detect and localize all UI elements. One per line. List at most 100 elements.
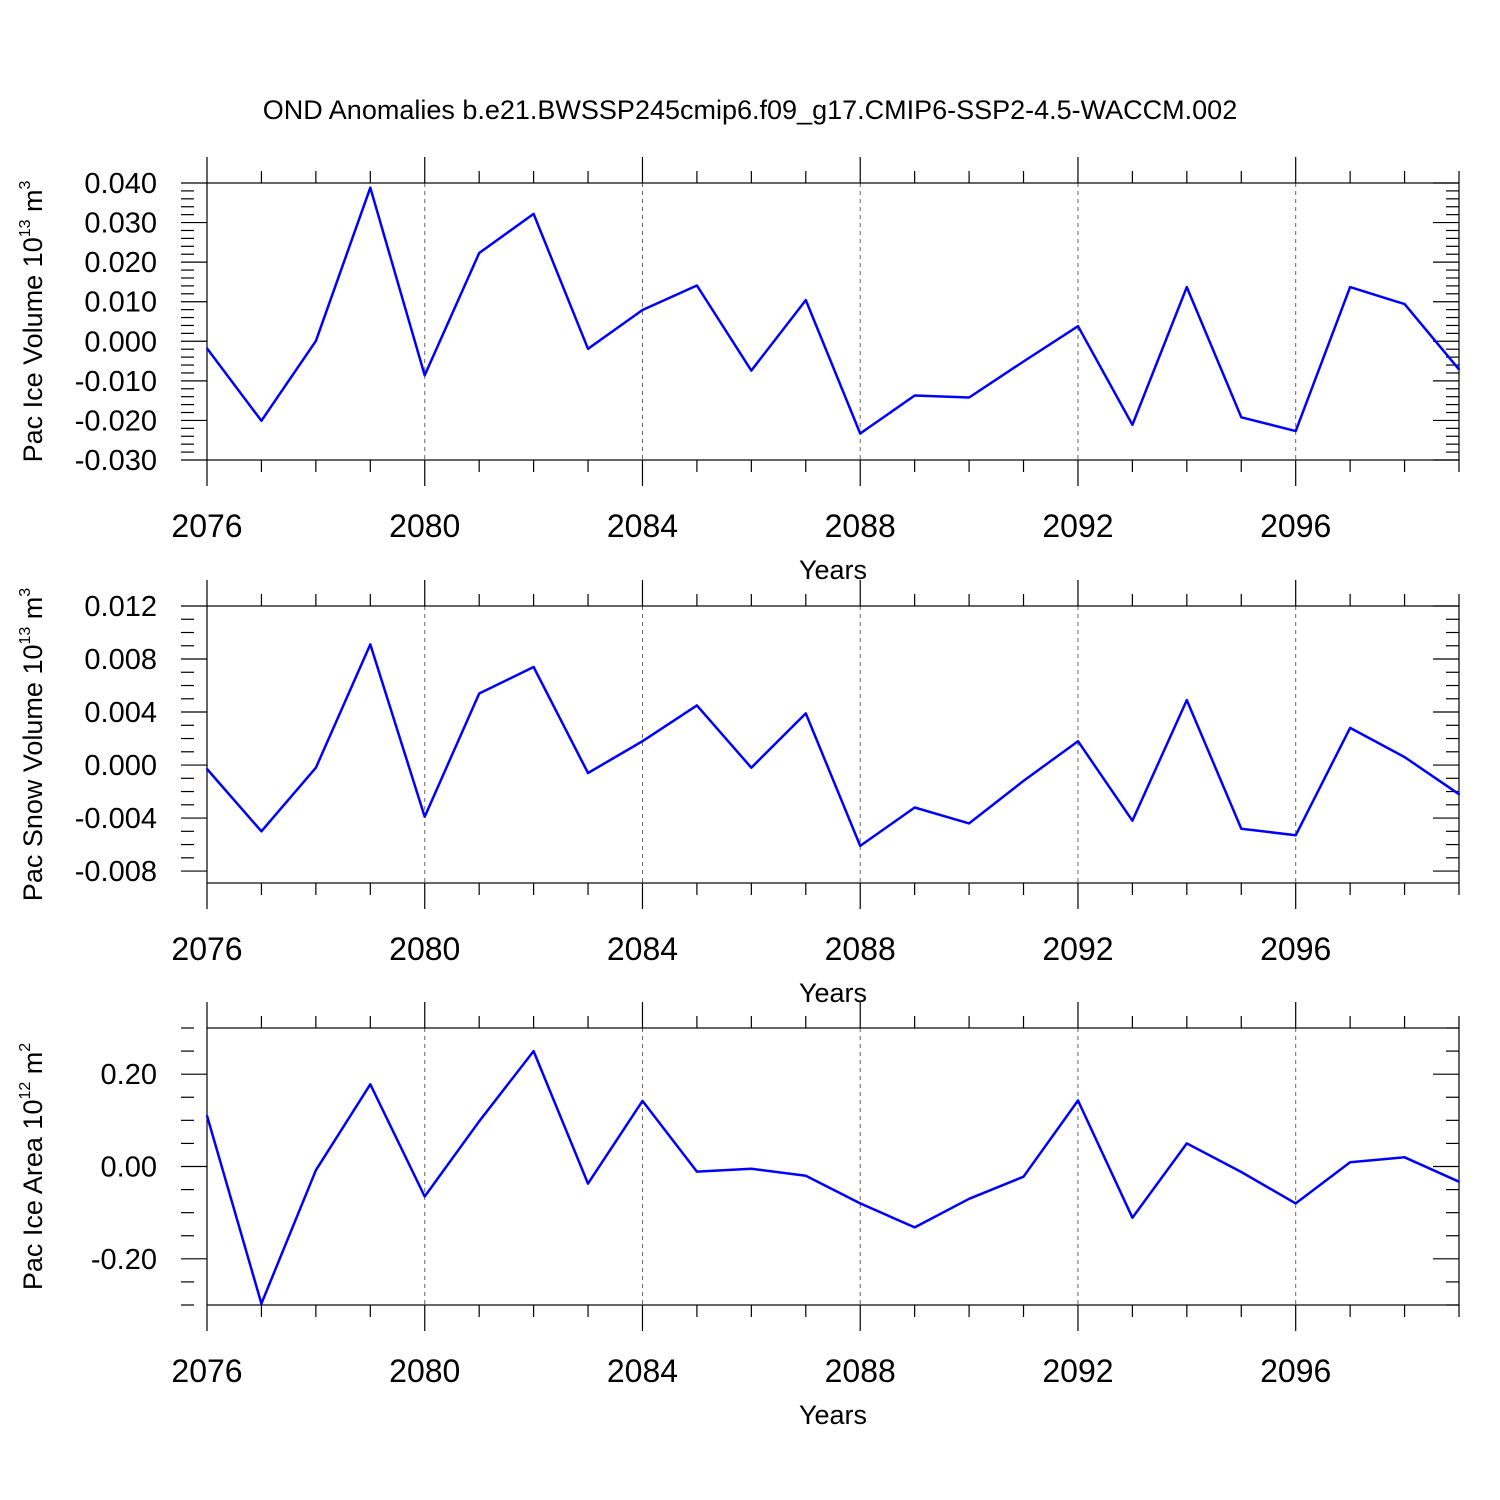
- ice-volume-y-axis-label-part: 3: [17, 180, 34, 189]
- ice-area-data-point: [1076, 1099, 1079, 1102]
- snow-volume-y-axis-label-part: Pac Snow Volume 10: [18, 645, 48, 902]
- ice-volume-ytick-label: 0.040: [84, 168, 157, 200]
- ice-area-data-point: [423, 1195, 426, 1198]
- ice-volume-data-point: [1294, 430, 1297, 433]
- snow-volume-data-point: [1076, 740, 1079, 743]
- snow-volume-data-point: [968, 822, 971, 825]
- ice-area-data-point: [369, 1083, 372, 1086]
- snow-volume-ytick-label: -0.004: [75, 803, 157, 835]
- ice-area-data-point: [260, 1302, 263, 1305]
- ice-area-xtick-label: 2080: [389, 1353, 460, 1389]
- ice-area-data-point: [695, 1170, 698, 1173]
- ice-volume-data-point: [478, 252, 481, 255]
- snow-volume-xtick-label: 2096: [1260, 931, 1331, 967]
- ice-volume-ytick-label: 0.000: [84, 326, 157, 358]
- ice-volume-data-point: [1403, 303, 1406, 306]
- ice-area-data-point: [1403, 1156, 1406, 1159]
- ice-area-data-point: [478, 1120, 481, 1123]
- snow-volume-xtick-label: 2092: [1042, 931, 1113, 967]
- ice-volume-data-point: [804, 299, 807, 302]
- ice-area-xtick-label: 2076: [171, 1353, 242, 1389]
- snow-volume-xtick-label: 2080: [389, 931, 460, 967]
- ice-area-xtick-label: 2092: [1042, 1353, 1113, 1389]
- ice-volume-xtick-label: 2088: [825, 508, 896, 544]
- ice-area-data-point: [532, 1050, 535, 1053]
- ice-area-data-point: [1131, 1216, 1134, 1219]
- ice-area-data-point: [1458, 1180, 1460, 1183]
- ice-area-series-line: [205, 1049, 1460, 1305]
- snow-volume-data-point: [1185, 699, 1188, 702]
- ice-area-xtick-label: 2088: [825, 1353, 896, 1389]
- ice-volume-xtick-label: 2080: [389, 508, 460, 544]
- ice-area-xtick-label: 2084: [607, 1353, 678, 1389]
- ice-volume-data-point: [206, 347, 208, 350]
- ice-volume-data-point: [1131, 423, 1134, 426]
- snow-volume-y-axis-label-part: 3: [17, 588, 34, 597]
- ice-area-ytick-label: -0.20: [91, 1244, 157, 1276]
- ice-area-data-point: [641, 1099, 644, 1102]
- ice-area-y-axis-label-part: Pac Ice Area 10: [18, 1100, 48, 1291]
- ice-volume-ytick-label: 0.020: [84, 247, 157, 279]
- snow-volume-ytick-label: 0.008: [84, 644, 157, 676]
- snow-volume-data-point: [369, 643, 372, 646]
- ice-volume-xtick-label: 2092: [1042, 508, 1113, 544]
- ice-volume-data-point: [641, 309, 644, 312]
- snow-volume-data-point: [1458, 793, 1460, 796]
- snow-volume-data-point: [587, 771, 590, 774]
- snow-volume-panel: 0.012 0.008 0.004 0.000 -0.004 -0.008 2076 2080…: [17, 580, 1460, 1008]
- ice-volume-data-point: [587, 347, 590, 350]
- snow-volume-data-point: [859, 844, 862, 847]
- ice-area-data-point: [206, 1114, 208, 1117]
- snow-volume-data-point: [804, 712, 807, 715]
- ice-volume-y-axis-label-part: Pac Ice Volume 10: [18, 237, 48, 462]
- ice-area-data-point: [913, 1226, 916, 1229]
- snow-volume-xtick-label: 2076: [171, 931, 242, 967]
- snow-volume-data-point: [260, 830, 263, 833]
- ice-volume-ytick-label: -0.010: [75, 366, 157, 398]
- ice-area-data-point: [1022, 1175, 1025, 1178]
- ice-volume-data-point: [913, 394, 916, 397]
- snow-volume-data-point: [1131, 819, 1134, 822]
- snow-volume-data-point: [1403, 756, 1406, 759]
- snow-volume-data-point: [913, 806, 916, 809]
- ice-volume-ytick-label: -0.020: [75, 405, 157, 437]
- ice-area-xtick-label: 2096: [1260, 1353, 1331, 1389]
- snow-volume-data-point: [1022, 779, 1025, 782]
- ice-area-panel: 0.20 0.00 -0.20 2076 2080 2084 2088 2092 2096 Yea…: [17, 1002, 1460, 1430]
- snow-volume-data-point: [641, 740, 644, 743]
- ice-volume-data-point: [1349, 286, 1352, 289]
- panels: 0.040 0.030 0.020 0.010 0.000 -0.010 -0.020 -0.…: [17, 157, 1460, 1430]
- snow-volume-data-point: [1240, 827, 1243, 830]
- ice-area-data-point: [968, 1197, 971, 1200]
- ice-area-ytick-label: 0.20: [101, 1059, 157, 1091]
- ice-volume-xtick-label: 2096: [1260, 508, 1331, 544]
- snow-volume-data-point: [532, 665, 535, 668]
- ice-volume-data-point: [750, 369, 753, 372]
- snow-volume-data-point: [1294, 834, 1297, 837]
- snow-volume-y-axis-label-part: m: [18, 597, 48, 627]
- snow-volume-data-point: [695, 704, 698, 707]
- ice-volume-data-point: [423, 374, 426, 377]
- ice-volume-data-point: [1022, 360, 1025, 363]
- ice-volume-data-point: [859, 432, 862, 435]
- snow-volume-y-axis-label-part: 13: [17, 627, 34, 645]
- snow-volume-ytick-label: -0.008: [75, 856, 157, 888]
- ice-area-ytick-label: 0.00: [101, 1152, 157, 1184]
- snow-volume-data-point: [206, 768, 208, 771]
- ice-area-y-axis-label-part: 12: [17, 1082, 34, 1100]
- ice-area-data-point: [1240, 1171, 1243, 1174]
- snow-volume-plot-frame: [206, 605, 1460, 884]
- figure-title: OND Anomalies b.e21.BWSSP245cmip6.f09_g1…: [263, 95, 1237, 125]
- ice-volume-data-point: [260, 419, 263, 422]
- snow-volume-data-point: [750, 766, 753, 769]
- ice-volume-data-point: [1458, 368, 1460, 371]
- snow-volume-y-axis-label: Pac Snow Volume 1013 m3: [17, 588, 48, 901]
- ice-area-y-axis-label: Pac Ice Area 1012 m2: [17, 1043, 48, 1290]
- snow-volume-series-line: [206, 643, 1460, 848]
- snow-volume-x-axis-label: Years: [799, 978, 867, 1008]
- ice-volume-xtick-label: 2084: [607, 508, 678, 544]
- snow-volume-ytick-label: 0.012: [84, 591, 157, 623]
- ice-volume-data-point: [532, 212, 535, 215]
- ice-volume-ytick-label: 0.010: [84, 287, 157, 319]
